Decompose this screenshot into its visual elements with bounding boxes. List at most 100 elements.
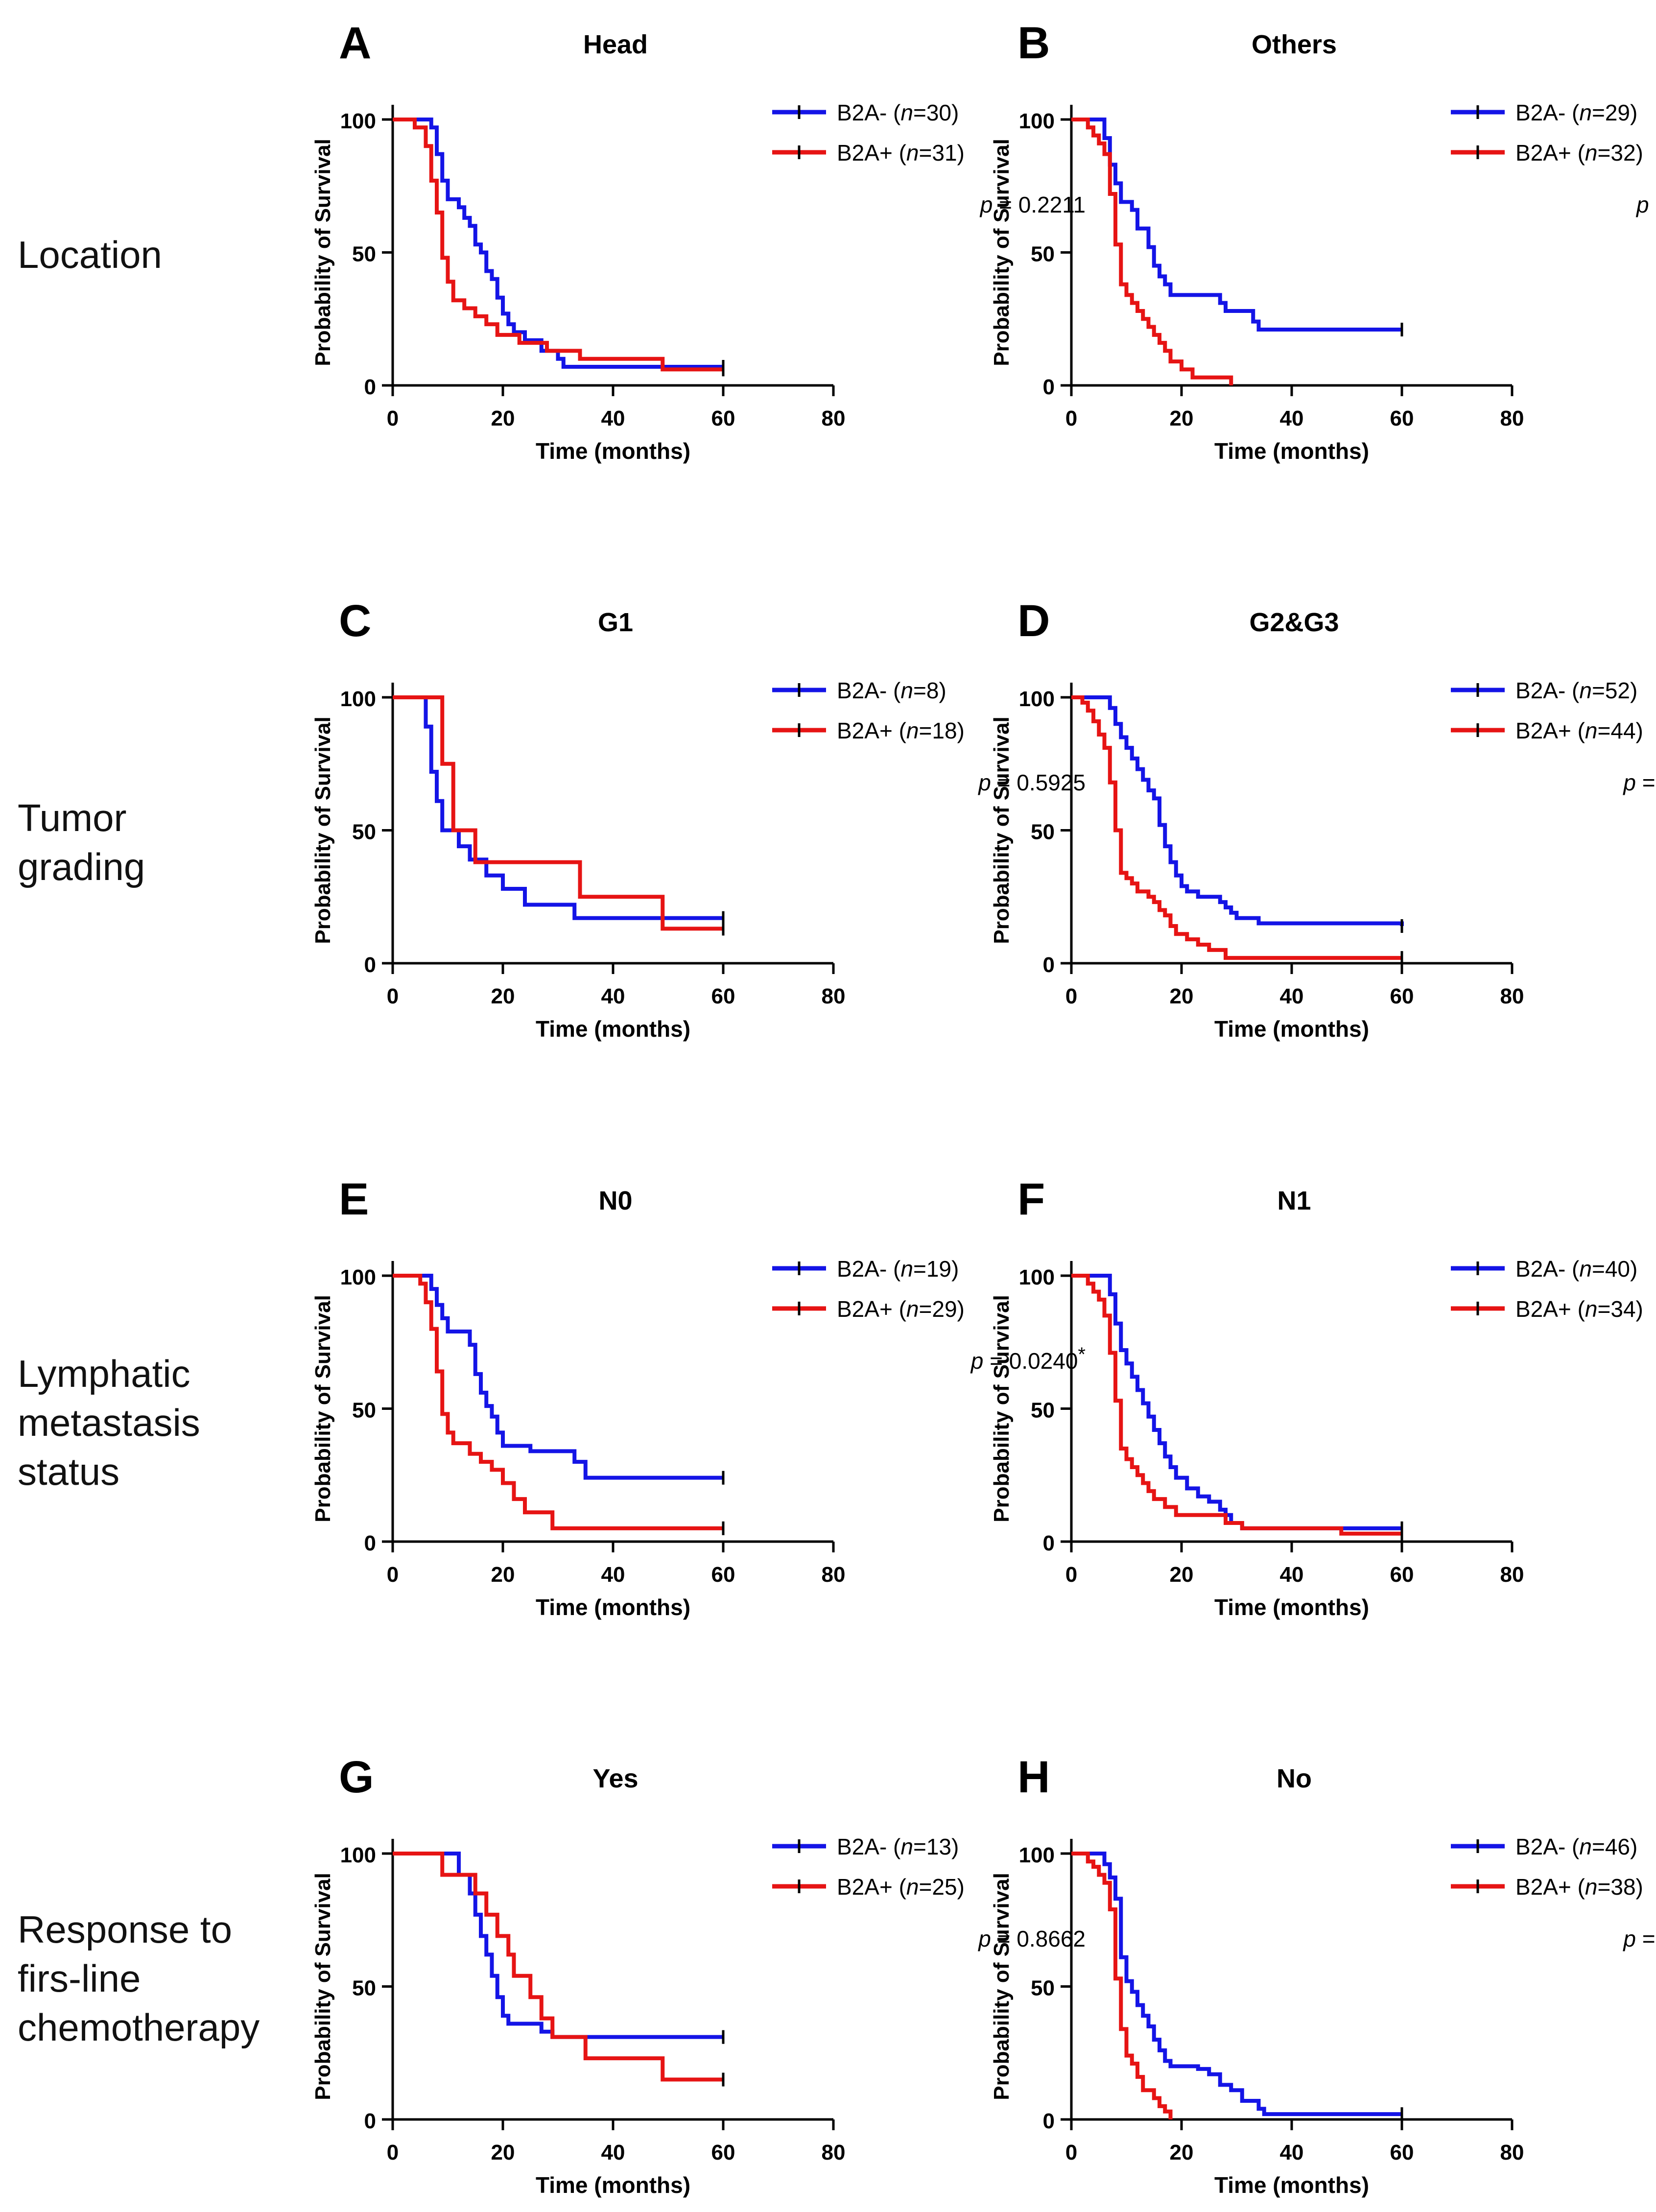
km-curve-positive [393,1274,723,1530]
x-tick-label: 60 [711,2141,735,2164]
axes [391,1261,833,1543]
row-label-line: status [18,1450,120,1493]
row-label-lymph: Lymphatic metastasis status [18,1349,200,1496]
legend-label-n: n [900,1834,913,1859]
y-tick-label: 100 [340,1265,376,1289]
legend-label-suffix: =30) [913,100,959,125]
legend-label-suffix: =19) [913,1256,959,1282]
legend-label: B2A+ (n=18) [837,718,965,743]
legend-label-n: n [1585,1296,1598,1322]
legend-label-prefix: B2A- ( [1515,1256,1580,1282]
x-tick-label: 0 [1065,2141,1077,2164]
axes [391,683,833,965]
x-tick-label: 0 [387,1563,399,1587]
legend-label-n: n [1579,1834,1592,1859]
legend-label-prefix: B2A+ ( [1515,140,1585,166]
y-axis-label: Probability of Survival [990,139,1014,366]
y-tick-label: 50 [352,1399,376,1423]
x-tick-label: 0 [1065,406,1077,430]
p-value-text: p = 0.8662 [977,1926,1086,1951]
x-tick-label: 40 [601,1563,625,1587]
y-tick-label: 0 [1043,1531,1055,1555]
legend-label-n: n [1579,100,1592,125]
axes [391,105,833,387]
km-curve-negative [1071,118,1402,332]
legend-label-suffix: =29) [919,1296,965,1322]
legend-label-prefix: B2A- ( [837,678,901,703]
legend-label: B2A- (n=40) [1515,1256,1637,1282]
panel-letter: G [339,1752,374,1802]
panel-b: B Others 0 50 100 0 20 40 60 80 Time (months) Proba… [990,18,1656,464]
legend-label: B2A- (n=8) [837,678,946,703]
row-label-line: metastasis [18,1401,200,1444]
y-tick-label: 50 [1031,820,1055,844]
y-tick-label: 100 [1019,687,1055,711]
y-tick-label: 100 [340,109,376,133]
km-curve-positive [1071,695,1402,960]
axes [1070,683,1512,965]
panel-f: F N1 0 50 100 0 20 40 60 80 Time (months) Probabili… [990,1174,1643,1620]
km-curve-positive [1071,1852,1173,2119]
x-tick-label: 60 [711,406,735,430]
legend-label-prefix: B2A- ( [1515,678,1580,703]
row-label-line: Location [18,233,162,276]
legend-label-prefix: B2A+ ( [837,140,907,166]
x-axis-label: Time (months) [536,438,690,464]
km-curve-positive [393,118,723,372]
x-tick-label: 40 [601,406,625,430]
legend-label: B2A- (n=46) [1515,1834,1637,1859]
y-tick-label: 50 [1031,1976,1055,2000]
x-tick-label: 40 [1280,1563,1304,1587]
panel-title: N1 [1277,1186,1311,1215]
x-axis-label: Time (months) [1214,438,1369,464]
legend-label-suffix: =34) [1598,1296,1643,1322]
x-tick-label: 40 [1280,406,1304,430]
legend-label-prefix: B2A- ( [1515,1834,1580,1859]
legend-label: B2A- (n=29) [1515,100,1637,125]
p-value: = 0.5925 [991,770,1086,795]
p-value-text: p = 0.0006* * * [1622,1922,1656,1951]
legend-label-prefix: B2A+ ( [837,1874,907,1900]
y-tick-label: 100 [1019,109,1055,133]
p-value-text: p = 0.0240* [970,1344,1086,1374]
y-tick-label: 0 [364,1531,376,1555]
p-value: = 0.8662 [991,1926,1086,1951]
panel-title: Others [1252,30,1337,59]
panel-title: G2&G3 [1249,608,1339,637]
legend-label-n: n [906,718,919,743]
km-curve-positive [393,695,723,931]
row-label-line: Lymphatic [18,1352,190,1395]
x-tick-label: 0 [387,406,399,430]
panel-letter: F [1017,1174,1045,1224]
legend-label-n: n [906,1874,919,1900]
x-tick-label: 80 [822,984,846,1008]
p-value-text: p = 0.5925 [977,770,1086,795]
x-axis-label: Time (months) [1214,1594,1369,1620]
y-tick-label: 50 [352,242,376,266]
y-tick-label: 0 [364,375,376,399]
y-axis-label: Probability of Survival [311,716,335,944]
y-tick-label: 50 [352,820,376,844]
legend-label-suffix: =31) [919,140,965,166]
x-tick-label: 20 [1170,406,1194,430]
y-tick-label: 100 [1019,1843,1055,1867]
x-tick-label: 20 [1170,1563,1194,1587]
km-curve-negative [393,1274,723,1480]
x-tick-label: 20 [491,984,515,1008]
legend-label: B2A- (n=19) [837,1256,959,1282]
legend-label-suffix: =29) [1592,100,1637,125]
y-tick-label: 0 [364,953,376,977]
significance-stars: * [1078,1344,1086,1365]
panel-letter: E [339,1174,369,1224]
x-tick-label: 0 [387,2141,399,2164]
legend-label: B2A+ (n=32) [1515,140,1643,166]
legend-label-suffix: =52) [1592,678,1637,703]
legend-label-suffix: =40) [1592,1256,1637,1282]
x-axis-label: Time (months) [536,1016,690,1042]
axes [1070,1261,1512,1543]
y-tick-label: 0 [1043,953,1055,977]
km-curve-negative [1071,695,1404,926]
y-axis-label: Probability of Survival [311,1873,335,2100]
x-tick-label: 40 [1280,2141,1304,2164]
